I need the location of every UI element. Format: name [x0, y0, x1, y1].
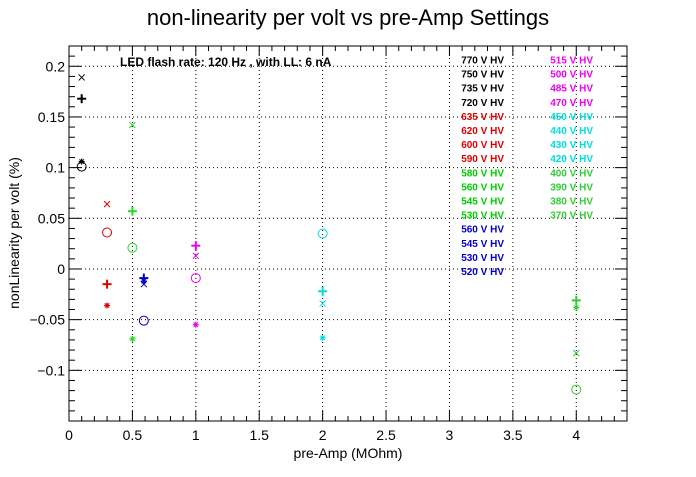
- data-point-circle: [317, 228, 328, 239]
- legend-entry: 600 V HV: [461, 140, 504, 151]
- legend-entry: 470 V HV: [550, 98, 593, 109]
- data-point-x: [572, 349, 580, 357]
- data-point-star: [140, 278, 147, 285]
- data-point-circle: [571, 384, 582, 395]
- data-point-plus: [127, 206, 137, 216]
- legend-entry: 390 V HV: [550, 182, 593, 193]
- legend-entry: 520 V HV: [461, 267, 504, 278]
- axis-layer: 0 0.5 1 1.5 2 2.5 3 3.5 4 −0.1 −0.05 0 0.05 0.1 0.15 0.…: [30, 45, 627, 443]
- legend-entry: 545 V HV: [461, 197, 504, 208]
- legend-entry: 450 V HV: [550, 112, 593, 123]
- legend-entry: 370 V HV: [550, 211, 593, 222]
- x-tick-label: 2: [319, 427, 327, 443]
- data-point-plus: [571, 295, 581, 305]
- x-tick-label: 0.5: [123, 427, 143, 443]
- x-tick-label: 1.5: [249, 427, 269, 443]
- point-x-stroke: [572, 349, 580, 357]
- data-point-star: [129, 335, 136, 342]
- data-point-x: [129, 121, 136, 129]
- legend-entry: 420 V HV: [550, 154, 593, 165]
- marker-layer: [76, 74, 582, 395]
- legend-entry: 590 V HV: [461, 154, 504, 165]
- data-point-plus: [77, 94, 87, 104]
- legend-entry: 530 V HV: [461, 211, 504, 222]
- chart-title: non-linearity per volt vs pre-Amp Settin…: [147, 5, 549, 30]
- x-tick-label: 3: [446, 427, 454, 443]
- legend-entry: 515 V HV: [550, 56, 593, 67]
- y-tick-label: 0.15: [38, 109, 65, 125]
- y-tick-label: 0.1: [46, 160, 66, 176]
- legend-entry: 530 V HV: [461, 253, 504, 264]
- point-star-stroke: [129, 336, 135, 342]
- point-star-stroke: [320, 335, 326, 341]
- legend-entry: 735 V HV: [461, 84, 504, 95]
- legend-entry: 770 V HV: [461, 56, 504, 67]
- data-point-star: [573, 304, 580, 311]
- data-point-star: [104, 302, 111, 309]
- chart-annotation: LED flash rate: 120 Hz , with LL: 6 nA: [120, 55, 332, 69]
- y-tick-label: 0.2: [46, 58, 66, 74]
- x-axis-label: pre-Amp (MOhm): [294, 445, 403, 461]
- x-tick-label: 4: [572, 427, 580, 443]
- y-tick-label: 0: [57, 261, 65, 277]
- data-point-circle: [138, 315, 149, 326]
- y-tick-label: −0.05: [30, 312, 66, 328]
- point-x-stroke: [103, 200, 111, 208]
- data-point-x: [103, 200, 111, 208]
- y-tick-label: −0.1: [37, 362, 65, 378]
- y-tick-label: 0.05: [38, 210, 65, 226]
- point-x-stroke: [129, 121, 136, 129]
- legend-entry: 560 V HV: [461, 225, 504, 236]
- data-point-x: [78, 74, 86, 81]
- legend-entry: 620 V HV: [461, 126, 504, 137]
- point-star-stroke: [104, 302, 110, 309]
- legend-entry: 500 V HV: [550, 70, 593, 81]
- legend-entry: 750 V HV: [461, 70, 504, 81]
- legend-entry: 430 V HV: [550, 140, 593, 151]
- legend-entry: 720 V HV: [461, 98, 504, 109]
- data-point-x: [140, 280, 148, 288]
- legend-entry: 400 V HV: [550, 168, 593, 179]
- data-point-star: [78, 158, 85, 165]
- data-point-plus: [318, 286, 328, 296]
- legend-entry: 560 V HV: [461, 182, 504, 193]
- data-point-plus: [102, 279, 112, 289]
- data-point-x: [192, 252, 200, 260]
- data-point-circle: [190, 273, 201, 284]
- legend-entry: 380 V HV: [550, 197, 593, 208]
- legend-entry: 440 V HV: [550, 126, 593, 137]
- grid-layer: [69, 46, 627, 421]
- point-x-stroke: [319, 300, 326, 307]
- point-x-stroke: [192, 252, 200, 260]
- legend-entry: 635 V HV: [461, 112, 504, 123]
- data-point-circle: [127, 242, 138, 253]
- point-x-stroke: [78, 74, 86, 81]
- point-x-stroke: [140, 280, 148, 288]
- data-point-star: [192, 321, 199, 328]
- x-tick-label: 2.5: [376, 427, 396, 443]
- legend: 770 V HV 750 V HV 735 V HV 720 V HV 635 V HV…: [461, 56, 593, 279]
- point-star-stroke: [573, 304, 579, 311]
- x-tick-label: 1: [192, 427, 200, 443]
- legend-entry: 545 V HV: [461, 239, 504, 250]
- data-point-star: [319, 334, 326, 341]
- x-tick-label: 3.5: [503, 427, 523, 443]
- data-point-plus: [191, 241, 201, 251]
- data-point-x: [319, 300, 326, 307]
- y-axis-label: nonLinearity per volt (%): [6, 157, 22, 309]
- point-star-stroke: [193, 322, 199, 328]
- data-point-circle: [102, 227, 113, 238]
- x-tick-label: 0: [65, 427, 73, 443]
- point-star-stroke: [79, 158, 85, 165]
- legend-entry: 580 V HV: [461, 168, 504, 179]
- data-point-circle: [76, 161, 87, 172]
- legend-entry: 485 V HV: [550, 84, 593, 95]
